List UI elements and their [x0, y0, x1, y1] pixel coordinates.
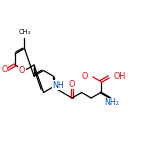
Text: O: O	[1, 65, 8, 74]
Text: O: O	[81, 72, 88, 81]
Text: NH₂: NH₂	[105, 98, 120, 107]
Text: CH₃: CH₃	[18, 29, 31, 36]
Text: OH: OH	[114, 72, 126, 81]
Text: O: O	[69, 80, 75, 89]
Text: O: O	[19, 66, 25, 75]
Text: NH: NH	[52, 81, 64, 90]
